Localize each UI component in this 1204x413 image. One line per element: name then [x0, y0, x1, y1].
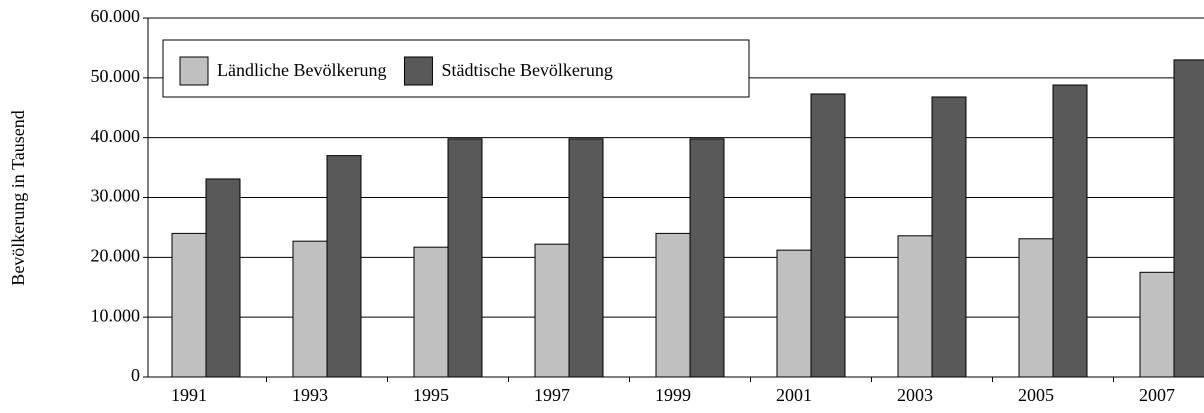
x-tick-label: 1993 [292, 385, 328, 405]
x-tick-label: 1997 [534, 385, 570, 405]
x-tick-label: 1991 [171, 385, 207, 405]
bar [655, 232, 691, 378]
y-tick-label: 60.000 [91, 6, 141, 26]
legend-box [162, 39, 750, 98]
bar [326, 155, 362, 378]
bar [292, 240, 328, 378]
bar [568, 138, 604, 378]
legend-label: Ländliche Bevölkerung [217, 60, 386, 80]
y-tick-label: 0 [131, 365, 140, 385]
y-axis-title: Bevölkerung in Tausend [8, 110, 28, 285]
bar [413, 246, 449, 378]
bar [1173, 59, 1204, 378]
y-tick-label: 50.000 [91, 66, 141, 86]
bar [1052, 84, 1088, 378]
x-tick-label: 2007 [1139, 385, 1175, 405]
bar [810, 93, 846, 378]
bar [1018, 238, 1054, 378]
bar [776, 249, 812, 378]
bar [447, 138, 483, 378]
bar [689, 138, 725, 378]
legend-swatch [179, 56, 209, 86]
x-tick-label: 2005 [1018, 385, 1054, 405]
legend-label: Städtische Bevölkerung [441, 60, 612, 80]
bar [534, 243, 570, 378]
y-tick-label: 10.000 [91, 305, 141, 325]
bar [1139, 271, 1175, 378]
x-tick-label: 2001 [776, 385, 812, 405]
bar [205, 178, 241, 378]
y-tick-label: 40.000 [91, 126, 141, 146]
x-tick-label: 2003 [897, 385, 933, 405]
bar [931, 96, 967, 378]
y-tick-label: 30.000 [91, 186, 141, 206]
legend-swatch [403, 56, 433, 86]
bar [897, 235, 933, 378]
x-tick-label: 1995 [413, 385, 449, 405]
x-tick-label: 1999 [655, 385, 691, 405]
y-tick-label: 20.000 [91, 245, 141, 265]
bar [171, 232, 207, 378]
